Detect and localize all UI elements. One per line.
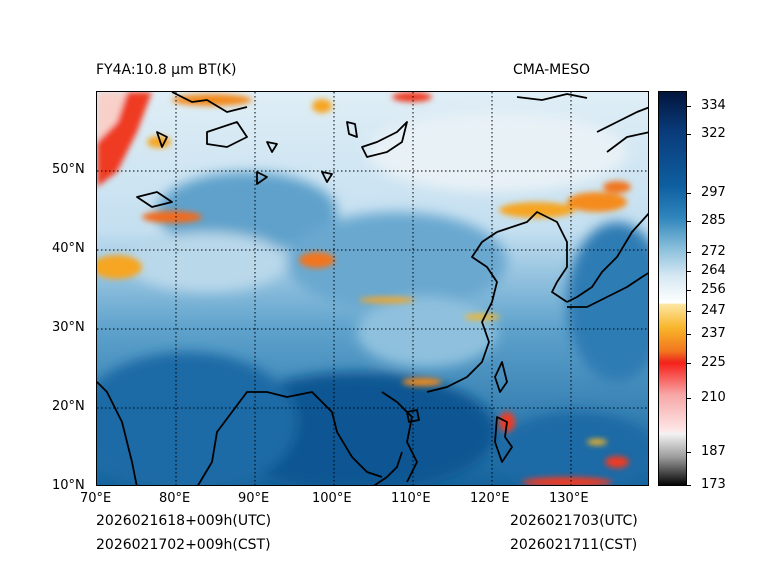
- colorbar-tick-mark: [687, 289, 691, 291]
- colorbar-svg: [659, 92, 686, 485]
- colorbar-tick-mark: [687, 270, 691, 272]
- init-time-cst: 2026021702+009h(CST): [96, 537, 271, 553]
- colorbar-tick-label: 210: [701, 389, 726, 405]
- lon-label-120e: 120°E: [470, 491, 510, 506]
- lat-label-10n: 10°N: [52, 478, 85, 493]
- lon-label-80e: 80°E: [159, 491, 191, 506]
- colorbar-tick-mark: [687, 252, 691, 253]
- warm-surface-areas: [97, 112, 648, 485]
- cold-cloud-tops: [97, 92, 631, 485]
- lon-label-110e: 110°E: [391, 491, 431, 506]
- colorbar-tick-mark: [687, 362, 691, 364]
- lat-label-50n: 50°N: [52, 162, 85, 177]
- colorbar-tick-label: 225: [701, 354, 726, 370]
- valid-time-utc: 2026021703(UTC): [510, 513, 638, 529]
- colorbar-tick-mark: [687, 485, 691, 486]
- colorbar: [658, 91, 687, 486]
- lat-label-40n: 40°N: [52, 241, 85, 256]
- lon-label-100e: 100°E: [312, 491, 352, 506]
- colorbar-tick-mark: [687, 310, 691, 312]
- colorbar-gradient: [659, 92, 686, 485]
- product-title: FY4A:10.8 µm BT(K): [96, 62, 237, 78]
- colorbar-tick-label: 272: [701, 244, 726, 259]
- colorbar-tick-mark: [687, 334, 691, 336]
- colorbar-tick-mark: [687, 193, 691, 195]
- colorbar-tick-label: 285: [701, 213, 726, 229]
- colorbar-tick-label: 334: [701, 98, 726, 114]
- init-time-utc: 2026021618+009h(UTC): [96, 513, 272, 529]
- colorbar-tick-mark: [687, 134, 691, 136]
- colorbar-tick-label: 247: [701, 302, 726, 318]
- valid-time-cst: 2026021711(CST): [510, 537, 638, 553]
- colorbar-tick-label: 264: [701, 262, 726, 278]
- lat-label-20n: 20°N: [52, 399, 85, 414]
- satellite-map: [96, 91, 649, 486]
- gridlines: [97, 92, 648, 485]
- colorbar-tick-mark: [687, 106, 691, 108]
- colorbar-tick-label: 237: [701, 326, 726, 342]
- colorbar-tick-mark: [687, 397, 691, 399]
- lon-label-130e: 130°E: [549, 491, 589, 506]
- colorbar-tick-label: 173: [701, 477, 726, 492]
- colorbar-tick-mark: [687, 452, 691, 454]
- colorbar-tick-label: 322: [701, 126, 726, 142]
- map-svg: [97, 92, 648, 485]
- colorbar-tick-label: 187: [701, 444, 726, 460]
- coastlines: [97, 92, 648, 485]
- lon-label-90e: 90°E: [238, 491, 270, 506]
- lat-label-30n: 30°N: [52, 320, 85, 335]
- colorbar-tick-mark: [687, 221, 691, 223]
- lon-label-70e: 70°E: [80, 491, 112, 506]
- source-label: CMA-MESO: [513, 62, 591, 78]
- colorbar-tick-label: 297: [701, 185, 726, 201]
- colorbar-tick-label: 256: [701, 281, 726, 297]
